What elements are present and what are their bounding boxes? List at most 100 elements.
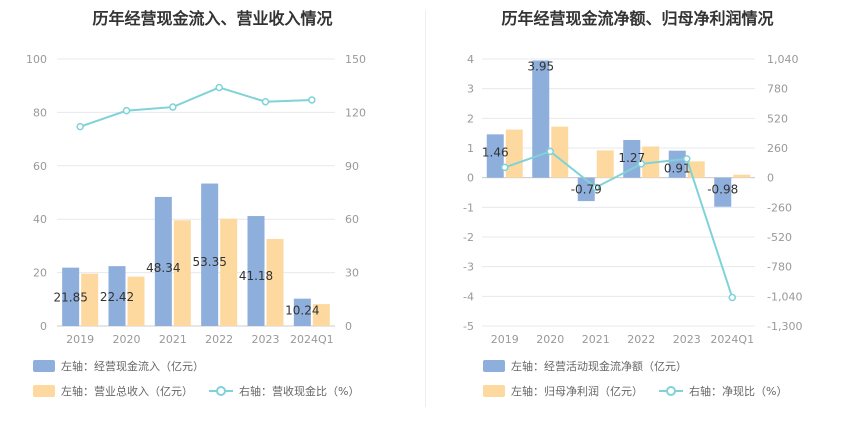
- right-axis-tick-label: 30: [345, 267, 359, 280]
- x-axis-tick-label: 2019: [491, 333, 519, 346]
- ratio-line-point: [637, 160, 645, 168]
- legend-label: 左轴：经营现金流入（亿元）: [61, 360, 204, 373]
- right-axis-tick-label: -1,040: [767, 290, 802, 303]
- bar-secondary: [596, 150, 614, 178]
- bar-data-label: 10.24: [285, 304, 319, 318]
- x-axis-tick-label: 2022: [627, 333, 655, 346]
- right-axis-tick-label: 0: [767, 172, 774, 185]
- bar-primary: [62, 267, 80, 326]
- right-axis-tick-label: 260: [767, 142, 788, 155]
- x-axis-tick-label: 2023: [673, 333, 701, 346]
- legend-item-ratio[interactable]: 右轴：营收现金比（%）: [209, 383, 359, 399]
- x-axis-tick-label: 2020: [113, 333, 141, 346]
- left-axis-tick-label: 80: [33, 106, 47, 119]
- left-axis-tick-label: 2: [467, 112, 474, 125]
- legend-label: 左轴：经营活动现金流净额（亿元）: [511, 360, 687, 373]
- x-axis-tick-label: 2022: [205, 333, 233, 346]
- left-axis-tick-label: 4: [467, 53, 474, 66]
- left-axis-tick-label: 20: [33, 267, 47, 280]
- left-axis-tick-label: 1: [467, 142, 474, 155]
- left-legend-row-2: 左轴：营业总收入（亿元） 右轴：营收现金比（%）: [33, 383, 375, 399]
- legend-item-net-cash-ratio[interactable]: 右轴：净现比（%）: [659, 383, 787, 399]
- bar-secondary: [127, 276, 145, 326]
- legend-label: 右轴：营收现金比（%）: [239, 385, 360, 398]
- legend-label: 左轴：营业总收入（亿元）: [61, 385, 193, 398]
- bar-secondary: [220, 218, 238, 326]
- bar-primary: [532, 60, 550, 178]
- left-chart-panel: 历年经营现金流入、营业收入情况 0 20 40 60 80 100 0 30 60 90 120 15…: [26, 9, 375, 399]
- legend-label: 右轴：净现比（%）: [689, 385, 788, 398]
- legend-swatch-blue: [483, 360, 505, 372]
- left-chart-plot: 0 20 40 60 80 100 0 30 60 90 120 150 2019 2020 2021 202…: [26, 53, 366, 346]
- right-axis-tick-label: 120: [345, 106, 366, 119]
- legend-swatch-line: [659, 385, 683, 397]
- right-axis-tick-label: 90: [345, 160, 359, 173]
- bar-secondary: [173, 220, 191, 326]
- right-axis-tick-label: -520: [767, 231, 792, 244]
- legend-swatch-line: [209, 385, 233, 397]
- left-axis-tick-label: -5: [463, 320, 474, 333]
- legend-item-net-cash[interactable]: 左轴：经营活动现金流净额（亿元）: [483, 358, 687, 374]
- bar-secondary: [81, 273, 99, 326]
- bar-primary: [247, 216, 265, 326]
- x-axis-tick-label: 2024Q1: [710, 333, 754, 346]
- right-axis-tick-label: 0: [345, 320, 352, 333]
- right-chart-plot: -5 -4 -3 -2 -1 0 1 2 3 4 -1,300 -1,040 -780 -520 -260 0…: [463, 53, 802, 346]
- right-axis-tick-label: -1,300: [767, 320, 802, 333]
- bar-data-label: 53.35: [192, 255, 226, 269]
- x-axis-tick-label: 2019: [66, 333, 94, 346]
- left-axis-tick-label: -2: [463, 231, 474, 244]
- ratio-line-point: [592, 183, 600, 192]
- left-chart-title: 历年经营现金流入、营业收入情况: [92, 9, 333, 28]
- left-axis-tick-label: 0: [467, 172, 474, 185]
- right-chart-title: 历年经营现金流净额、归母净利润情况: [501, 9, 774, 28]
- panel-divider: [425, 10, 426, 407]
- bar-data-label: -0.98: [707, 183, 738, 197]
- right-axis-tick-label: -780: [767, 261, 792, 274]
- legend-item-revenue[interactable]: 左轴：营业总收入（亿元）: [33, 383, 193, 399]
- bar-secondary: [266, 238, 284, 326]
- ratio-line-point: [546, 147, 554, 156]
- bar-data-label: 1.27: [618, 151, 645, 165]
- bar-primary: [668, 150, 686, 178]
- legend-item-net-profit[interactable]: 左轴：归母净利润（亿元）: [483, 383, 643, 399]
- ratio-line-point: [308, 96, 316, 104]
- bar-primary: [201, 183, 219, 326]
- bar-data-label: 0.91: [664, 162, 691, 176]
- ratio-line-point: [215, 83, 223, 92]
- legend-label: 左轴：归母净利润（亿元）: [511, 385, 643, 398]
- bar-primary: [293, 298, 311, 326]
- bar-primary: [486, 134, 504, 178]
- bar-data-label: 3.95: [527, 59, 554, 73]
- bar-primary: [714, 177, 732, 207]
- ratio-line-point: [728, 293, 736, 302]
- ratio-line-point: [261, 97, 270, 106]
- legend-swatch-orange: [33, 385, 55, 397]
- right-axis-tick-label: 150: [345, 53, 366, 66]
- x-axis-tick-label: 2020: [536, 333, 564, 346]
- ratio-line: [504, 150, 734, 298]
- bar-secondary: [312, 304, 330, 326]
- bar-data-label: 21.85: [53, 290, 87, 304]
- bar-data-label: 48.34: [146, 261, 180, 275]
- left-axis-tick-label: 40: [33, 213, 47, 226]
- x-axis-tick-label: 2021: [582, 333, 610, 346]
- right-legend-row-1: 左轴：经营活动现金流净额（亿元）: [483, 358, 703, 374]
- left-axis-tick-label: 3: [467, 83, 474, 96]
- right-chart-panel: 历年经营现金流净额、归母净利润情况 -5 -4 -3 -2 -1 0 1 2 3 4 -1,300-…: [425, 0, 850, 437]
- legend-swatch-blue: [33, 360, 55, 372]
- bar-secondary: [551, 126, 569, 178]
- ratio-line-point: [122, 106, 131, 115]
- left-legend-row-1: 左轴：经营现金流入（亿元）: [33, 358, 220, 374]
- x-axis-tick-label: 2023: [252, 333, 280, 346]
- legend-swatch-orange: [483, 385, 505, 397]
- legend-item-cash-inflow[interactable]: 左轴：经营现金流入（亿元）: [33, 358, 204, 374]
- right-axis-tick-label: 520: [767, 112, 788, 125]
- bar-secondary: [733, 174, 751, 178]
- bar-primary: [154, 196, 172, 326]
- right-legend-row-2: 左轴：归母净利润（亿元） 右轴：净现比（%）: [483, 383, 803, 399]
- bar-primary: [108, 266, 126, 326]
- bar-primary: [623, 139, 641, 178]
- right-axis-tick-label: 1,040: [767, 53, 799, 66]
- x-axis-tick-label: 2024Q1: [290, 333, 334, 346]
